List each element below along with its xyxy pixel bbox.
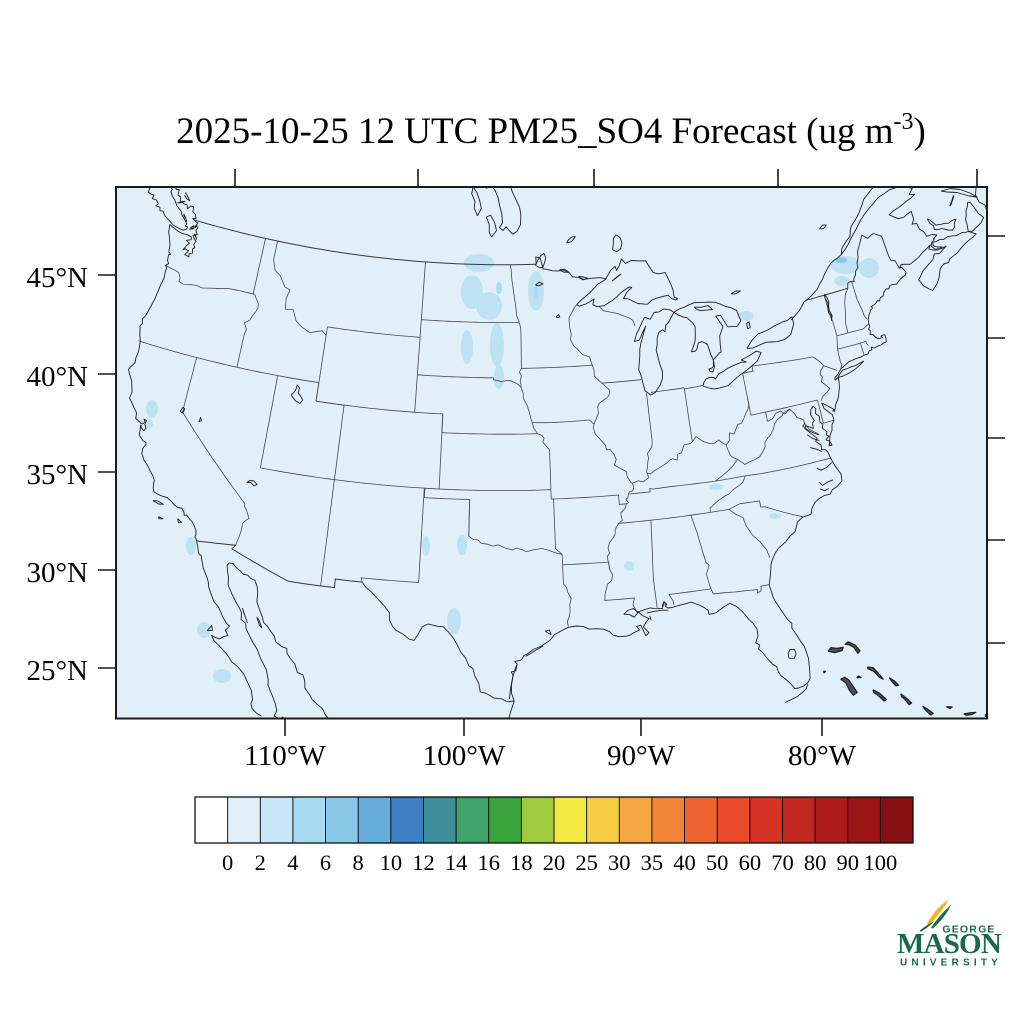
- svg-text:70: 70: [771, 850, 794, 875]
- svg-text:90°W: 90°W: [607, 740, 676, 772]
- svg-text:60: 60: [739, 850, 762, 875]
- svg-text:16: 16: [477, 850, 500, 875]
- svg-text:12: 12: [412, 850, 435, 875]
- svg-text:25°N: 25°N: [26, 655, 88, 687]
- svg-text:2025-10-25 12 UTC PM25_SO4 For: 2025-10-25 12 UTC PM25_SO4 Forecast (ug …: [176, 109, 926, 152]
- svg-text:4: 4: [287, 850, 298, 875]
- svg-text:18: 18: [510, 850, 533, 875]
- svg-text:80°W: 80°W: [788, 740, 857, 772]
- svg-text:UNIVERSITY: UNIVERSITY: [900, 958, 1002, 969]
- svg-text:110°W: 110°W: [244, 740, 326, 772]
- svg-text:100°W: 100°W: [423, 740, 506, 772]
- svg-text:80: 80: [804, 850, 827, 875]
- svg-text:6: 6: [320, 850, 331, 875]
- svg-text:40°N: 40°N: [26, 361, 88, 393]
- svg-text:35: 35: [641, 850, 664, 875]
- svg-text:30: 30: [608, 850, 631, 875]
- svg-text:MASON: MASON: [897, 928, 1002, 960]
- svg-text:35°N: 35°N: [26, 459, 88, 491]
- svg-text:2: 2: [255, 850, 266, 875]
- svg-text:40: 40: [673, 850, 696, 875]
- svg-text:10: 10: [380, 850, 403, 875]
- svg-text:90: 90: [836, 850, 859, 875]
- svg-text:GEORGE: GEORGE: [942, 924, 995, 936]
- svg-text:50: 50: [706, 850, 729, 875]
- svg-text:0: 0: [222, 850, 233, 875]
- svg-text:14: 14: [445, 850, 468, 875]
- svg-text:8: 8: [353, 850, 364, 875]
- svg-text:25: 25: [575, 850, 598, 875]
- svg-text:30°N: 30°N: [26, 557, 88, 589]
- svg-text:20: 20: [543, 850, 566, 875]
- svg-text:45°N: 45°N: [26, 262, 88, 294]
- svg-text:100: 100: [863, 850, 897, 875]
